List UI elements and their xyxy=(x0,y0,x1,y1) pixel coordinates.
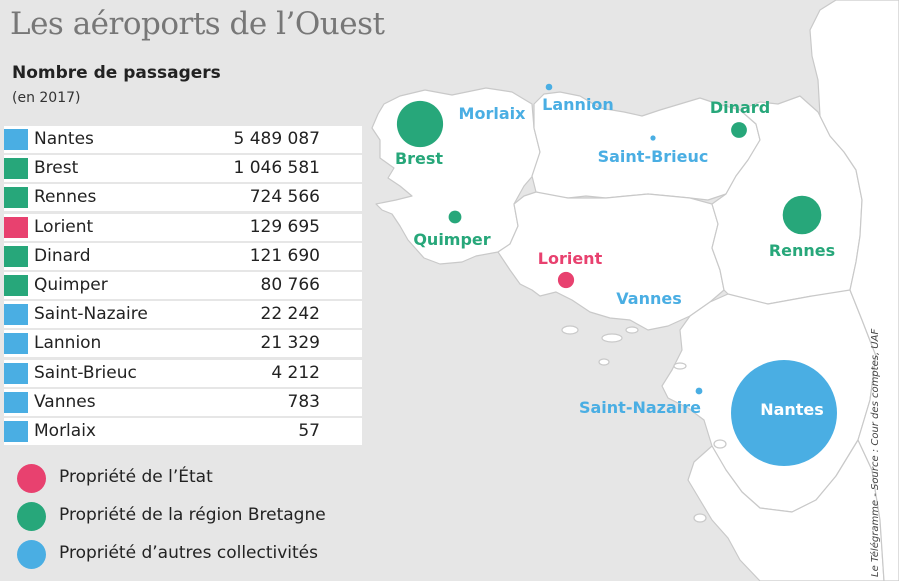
airport-marker xyxy=(650,135,656,141)
passenger-count: 57 xyxy=(298,420,320,441)
airport-marker xyxy=(731,122,747,138)
legend-label: Propriété d’autres collectivités xyxy=(59,543,319,563)
airport-map-label: Lannion xyxy=(542,95,614,114)
owner-swatch xyxy=(4,362,28,384)
airport-map-label: Vannes xyxy=(616,289,681,308)
table-title: Nombre de passagers xyxy=(12,63,221,83)
table-row: Saint-Nazaire 22 242 xyxy=(4,301,362,329)
airport-map-label: Lorient xyxy=(538,249,603,268)
table-row: Dinard 121 690 xyxy=(4,242,362,270)
table-row: Nantes 5 489 087 xyxy=(4,126,362,153)
passenger-count: 80 766 xyxy=(260,274,320,295)
legend-dot xyxy=(17,540,46,569)
airport-name: Saint-Brieuc xyxy=(34,362,137,383)
airport-map-label: Saint-Brieuc xyxy=(598,147,709,166)
passenger-count: 783 xyxy=(287,391,320,412)
airport-marker xyxy=(731,360,837,466)
passenger-table: Nantes 5 489 087 Brest 1 046 581 Rennes 724 5… xyxy=(4,126,362,447)
owner-swatch xyxy=(4,129,28,150)
owner-swatch xyxy=(4,304,28,326)
passenger-count: 724 566 xyxy=(249,187,320,208)
owner-swatch xyxy=(4,391,28,413)
table-row: Lannion 21 329 xyxy=(4,330,362,358)
page-title: Les aéroports de l’Ouest xyxy=(10,6,385,42)
airport-marker xyxy=(782,195,822,235)
airport-name: Rennes xyxy=(34,187,97,208)
passenger-count: 1 046 581 xyxy=(233,158,320,179)
airport-name: Saint-Nazaire xyxy=(34,304,148,325)
airport-map-label: Saint-Nazaire xyxy=(579,398,701,417)
passenger-count: 129 695 xyxy=(249,216,320,237)
airport-map-label: Rennes xyxy=(769,241,835,260)
table-row: Morlaix 57 xyxy=(4,417,362,445)
owner-swatch xyxy=(4,187,28,209)
table-row: Rennes 724 566 xyxy=(4,184,362,212)
passenger-count: 5 489 087 xyxy=(233,129,320,149)
table-row: Vannes 783 xyxy=(4,388,362,416)
table-row: Quimper 80 766 xyxy=(4,271,362,299)
passenger-count: 121 690 xyxy=(249,245,320,266)
owner-swatch xyxy=(4,333,28,355)
owner-swatch xyxy=(4,420,28,442)
airport-marker xyxy=(545,83,553,91)
airport-name: Vannes xyxy=(34,391,96,412)
airport-marker xyxy=(557,271,575,289)
table-row: Brest 1 046 581 xyxy=(4,155,362,183)
airport-marker xyxy=(448,210,462,224)
airport-map-label: Dinard xyxy=(710,98,770,117)
airport-name: Lorient xyxy=(34,216,94,237)
passenger-count: 22 242 xyxy=(260,304,320,325)
airport-map-label: Nantes xyxy=(760,400,824,419)
owner-swatch xyxy=(4,216,28,238)
table-row: Saint-Brieuc 4 212 xyxy=(4,359,362,387)
airport-name: Quimper xyxy=(34,274,108,295)
airport-name: Brest xyxy=(34,158,79,179)
airport-marker xyxy=(695,387,703,395)
airport-map-label: Quimper xyxy=(413,230,490,249)
airport-name: Morlaix xyxy=(34,420,96,441)
owner-swatch xyxy=(4,158,28,180)
owner-swatch xyxy=(4,245,28,267)
airport-name: Dinard xyxy=(34,245,91,266)
passenger-count: 4 212 xyxy=(271,362,320,383)
airport-map-label: Brest xyxy=(395,149,443,168)
table-row: Lorient 129 695 xyxy=(4,213,362,241)
legend-dot xyxy=(17,502,46,531)
legend-label: Propriété de la région Bretagne xyxy=(59,505,326,525)
airport-name: Lannion xyxy=(34,333,102,354)
airport-marker xyxy=(396,100,444,148)
table-subtitle: (en 2017) xyxy=(12,90,81,106)
source-credit: Le Télégramme - Source : Cour des compte… xyxy=(870,328,881,577)
legend-dot xyxy=(17,464,46,493)
legend-label: Propriété de l’État xyxy=(59,467,213,487)
airport-map-label: Morlaix xyxy=(459,104,527,123)
passenger-count: 21 329 xyxy=(260,333,320,354)
airport-name: Nantes xyxy=(34,129,94,149)
owner-swatch xyxy=(4,274,28,296)
